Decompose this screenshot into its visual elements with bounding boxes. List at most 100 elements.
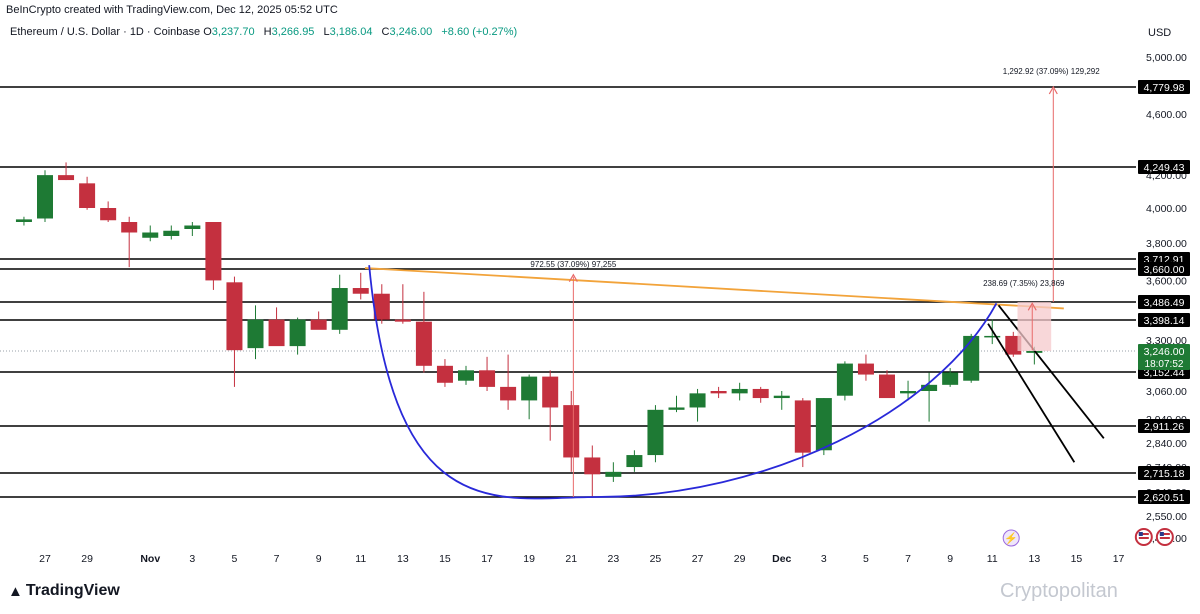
level-price-tag[interactable]: 3,660.00 [1138, 262, 1190, 276]
level-tag-text: 3,660.00 [1144, 264, 1185, 276]
x-tick-label: 27 [39, 553, 51, 565]
open-label: O [203, 26, 212, 38]
low-label: L [323, 26, 330, 38]
candle [626, 450, 643, 472]
candle [15, 216, 32, 226]
candle [836, 361, 853, 401]
us-economic-event-icon[interactable] [1155, 528, 1174, 546]
candle-body [542, 376, 559, 408]
level-price-tag[interactable]: 2,620.51 [1138, 490, 1190, 504]
candle-body [942, 372, 959, 385]
y-tick-label: 3,300.00 [1146, 335, 1187, 347]
candle [500, 354, 517, 410]
measure-label-breakout: 238.69 (7.35%) 23,869 [983, 279, 1065, 288]
candle-body [647, 409, 664, 456]
candle-body [521, 376, 538, 401]
candle [247, 305, 264, 360]
level-price-tag[interactable]: 4,249.43 [1138, 160, 1190, 174]
candle [857, 354, 874, 381]
candle [226, 276, 243, 387]
x-tick-label: 21 [565, 553, 577, 565]
flag-stripe [1159, 537, 1170, 539]
symbol-name[interactable]: Ethereum / U.S. Dollar · 1D · Coinbase [10, 26, 201, 38]
tradingview-logo: ▲ TradingView [8, 582, 120, 600]
candle [310, 311, 327, 330]
y-tick-label: 4,600.00 [1146, 109, 1187, 121]
candle-body [436, 365, 453, 383]
flag-canton [1138, 532, 1143, 536]
candle-body [773, 395, 790, 399]
candle-body [815, 398, 832, 451]
candle [710, 386, 727, 399]
y-tick-label: 3,800.00 [1146, 238, 1187, 250]
event-lightning-icon[interactable]: ⚡ [1002, 529, 1020, 547]
candle [773, 391, 790, 410]
candle [436, 359, 453, 387]
x-tick-label: 11 [355, 553, 366, 565]
candle [184, 222, 201, 236]
level-tag-text: 4,779.98 [1144, 82, 1185, 94]
channel-line-upper[interactable] [997, 304, 1105, 439]
level-tag-bg [1138, 160, 1190, 174]
candle-body [163, 230, 180, 236]
x-tick-label: 15 [1071, 553, 1083, 565]
candle [100, 201, 117, 222]
flag-stripe [1138, 537, 1149, 539]
x-tick-label: 7 [274, 553, 280, 565]
level-price-tag[interactable]: 3,398.14 [1138, 313, 1190, 327]
watermark: Cryptopolitan [1000, 580, 1118, 602]
candle-body [415, 321, 432, 366]
candle [79, 176, 96, 210]
candle [331, 274, 348, 334]
y-tick-label: 2,550.00 [1146, 511, 1187, 523]
time-axis[interactable]: 27 29 Nov 3 5 7 9 11 13 15 17 19 21 23 25 27 29 Dec 3 5 7 9 11… [39, 553, 1124, 565]
currency-label[interactable]: USD [1148, 27, 1172, 39]
candle-body [984, 335, 1001, 338]
candle [268, 307, 285, 347]
price-axis[interactable]: 5,000.004,600.004,200.004,000.003,800.00… [1138, 52, 1190, 545]
candle-body [563, 405, 580, 458]
level-tag-bg [1138, 466, 1190, 480]
y-tick-label: 4,000.00 [1146, 203, 1187, 215]
candle [900, 380, 917, 401]
candle-body [479, 370, 496, 387]
current-price-bg [1138, 344, 1190, 370]
measure-label-target: 1,292.92 (37.09%) 129,292 [1003, 67, 1101, 76]
measure-arrow-cup[interactable] [568, 273, 578, 497]
x-tick-label: 11 [987, 553, 998, 565]
candle-body [500, 386, 517, 401]
level-tag-bg [1138, 262, 1190, 276]
candle [373, 284, 390, 324]
x-tick-label: Nov [140, 553, 160, 565]
candle [1005, 331, 1022, 357]
level-price-tag[interactable]: 2,911.26 [1138, 419, 1190, 433]
measure-arrow-breakout[interactable] [1027, 302, 1037, 351]
candle-body [752, 388, 769, 399]
measure-arrow-target[interactable] [1048, 85, 1058, 302]
descending-trendline[interactable] [364, 267, 1064, 310]
tv-logo-icon: ▲ [8, 582, 23, 600]
level-price-tag[interactable]: 4,779.98 [1138, 80, 1190, 94]
candle-body [1005, 335, 1022, 355]
level-price-tag[interactable]: 3,486.49 [1138, 295, 1190, 309]
us-economic-event-icon[interactable] [1134, 528, 1153, 546]
breakout-measure-box[interactable] [1017, 302, 1052, 351]
level-price-tag[interactable]: 2,715.18 [1138, 466, 1190, 480]
candle [584, 445, 601, 498]
cup-curve[interactable] [368, 265, 998, 500]
channel-line-lower[interactable] [987, 323, 1076, 463]
arrow-head [568, 273, 578, 283]
drawings[interactable]: 1,292.92 (37.09%) 129,292 972.55 (37.09%)… [364, 67, 1105, 500]
candle [668, 395, 685, 413]
x-tick-label: 23 [608, 553, 620, 565]
level-tag-bg [1138, 313, 1190, 327]
candle-body [205, 222, 222, 281]
candle-body [963, 335, 980, 381]
y-tick-label: 3,600.00 [1146, 275, 1187, 287]
y-tick-label: 5,000.00 [1146, 52, 1187, 64]
x-tick-label: 9 [316, 553, 322, 565]
candle-body [352, 288, 369, 294]
candle-body [226, 282, 243, 351]
